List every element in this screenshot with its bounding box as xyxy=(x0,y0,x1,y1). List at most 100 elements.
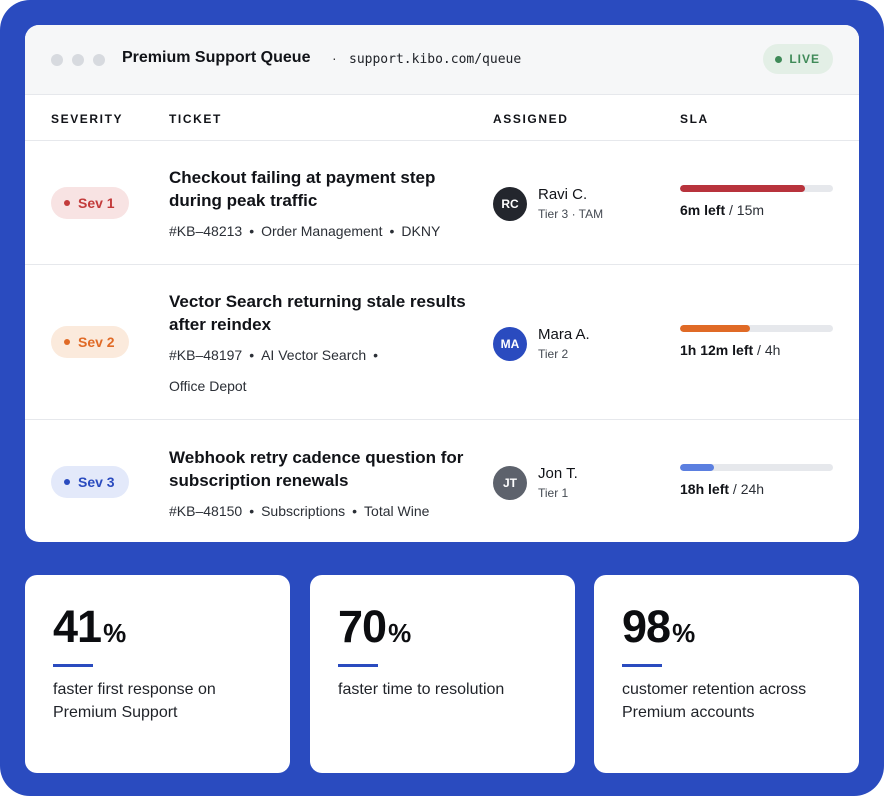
ticket-title[interactable]: Vector Search returning stale results af… xyxy=(169,292,466,334)
window-title: Premium Support Queue xyxy=(122,49,311,66)
assignee-cell[interactable]: JT Jon T. Tier 1 xyxy=(493,464,578,502)
sla-remaining: 18h left xyxy=(680,481,730,497)
ticket-id: #KB–48197 xyxy=(169,347,243,363)
ticket-title[interactable]: Webhook retry cadence question for subsc… xyxy=(169,448,464,490)
sla-progress-fill xyxy=(680,325,751,332)
stat-divider xyxy=(622,664,662,667)
live-dot-icon xyxy=(775,55,783,63)
sla-remaining: 1h 12m left xyxy=(680,342,754,358)
ticket-title[interactable]: Checkout failing at payment step during … xyxy=(169,168,436,210)
sla-cell: 6m left / 15m xyxy=(680,185,833,218)
ticket-product: Order Management xyxy=(261,223,383,239)
meta-separator: • xyxy=(352,503,358,519)
sla-total: 24h xyxy=(740,481,765,497)
assignee-cell[interactable]: MA Mara A. Tier 2 xyxy=(493,325,590,363)
stat-number: 41 xyxy=(53,601,102,652)
window-titlebar: Premium Support Queue · support.kibo.com… xyxy=(25,25,859,95)
stat-card-resolution: 70% faster time to resolution xyxy=(310,575,575,773)
ticket-customer: DKNY xyxy=(401,223,441,239)
stat-card-retention: 98% customer retention across Premium ac… xyxy=(594,575,859,773)
stat-divider xyxy=(338,664,378,667)
assignee-name: Ravi C. xyxy=(538,186,588,203)
assignee-name: Jon T. xyxy=(538,465,578,482)
ticket-cell: Vector Search returning stale results af… xyxy=(169,290,474,402)
stat-number: 70 xyxy=(338,601,387,652)
sla-remaining: 6m left xyxy=(680,202,726,218)
stat-description: customer retention across Premium accoun… xyxy=(622,681,807,721)
sla-progress-fill xyxy=(680,185,806,192)
window-close-dot[interactable] xyxy=(51,54,63,66)
avatar: RC xyxy=(493,187,527,221)
stat-description: faster time to resolution xyxy=(338,681,505,698)
sla-text: 1h 12m left / 4h xyxy=(680,342,781,358)
sla-progress-bar xyxy=(680,464,833,471)
severity-badge: Sev 2 xyxy=(51,326,129,358)
stat-description: faster first response on Premium Support xyxy=(53,681,216,721)
sla-cell: 18h left / 24h xyxy=(680,464,833,497)
severity-dot-icon xyxy=(64,200,70,206)
url-separator: · xyxy=(332,50,337,66)
ticket-customer: Office Depot xyxy=(169,378,247,394)
live-label: LIVE xyxy=(789,52,820,66)
window-maximize-dot[interactable] xyxy=(93,54,105,66)
assignee-tier: Tier 2 xyxy=(538,347,569,361)
ticket-cell: Checkout failing at payment step during … xyxy=(169,166,474,247)
live-status-badge: LIVE xyxy=(763,44,833,74)
sla-progress-bar xyxy=(680,185,833,192)
sla-total: 4h xyxy=(764,342,781,358)
stat-value: 41% xyxy=(53,601,126,653)
severity-label: Sev 2 xyxy=(78,334,115,350)
sla-text: 6m left / 15m xyxy=(680,202,765,218)
stat-unit: % xyxy=(103,618,127,648)
stat-value: 98% xyxy=(622,601,695,653)
severity-label: Sev 1 xyxy=(78,195,115,211)
severity-badge: Sev 1 xyxy=(51,187,129,219)
meta-separator: • xyxy=(373,347,379,363)
assignee-tier: Tier 3 · TAM xyxy=(538,207,604,221)
sla-total: 15m xyxy=(736,202,765,218)
avatar: JT xyxy=(493,466,527,500)
severity-label: Sev 3 xyxy=(78,474,115,490)
stat-number: 98 xyxy=(622,601,671,652)
meta-separator: • xyxy=(249,503,255,519)
stat-unit: % xyxy=(672,618,696,648)
sla-progress-fill xyxy=(680,464,714,471)
severity-badge: Sev 3 xyxy=(51,466,129,498)
table-row[interactable]: Sev 1 Checkout failing at payment step d… xyxy=(25,141,859,265)
ticket-product: Subscriptions xyxy=(261,503,346,519)
ticket-customer: Total Wine xyxy=(364,503,430,519)
sla-progress-bar xyxy=(680,325,833,332)
ticket-id: #KB–48150 xyxy=(169,503,243,519)
assignee-cell[interactable]: RC Ravi C. Tier 3 · TAM xyxy=(493,185,603,223)
sla-text: 18h left / 24h xyxy=(680,481,765,497)
severity-dot-icon xyxy=(64,339,70,345)
ticket-meta: #KB–48197 • AI Vector Search • Office Depot xyxy=(169,340,474,402)
meta-separator: • xyxy=(249,223,255,239)
table-row[interactable]: Sev 3 Webhook retry cadence question for… xyxy=(25,420,859,542)
ticket-meta: #KB–48213 • Order Management • DKNY xyxy=(169,216,474,247)
stat-divider xyxy=(53,664,93,667)
stat-unit: % xyxy=(388,618,412,648)
sla-cell: 1h 12m left / 4h xyxy=(680,325,833,358)
column-header-sla[interactable]: SLA xyxy=(680,112,709,126)
window-minimize-dot[interactable] xyxy=(72,54,84,66)
column-header-severity[interactable]: SEVERITY xyxy=(51,112,124,126)
table-row[interactable]: Sev 2 Vector Search returning stale resu… xyxy=(25,265,859,420)
column-header-ticket[interactable]: TICKET xyxy=(169,112,222,126)
ticket-cell: Webhook retry cadence question for subsc… xyxy=(169,446,474,527)
stat-value: 70% xyxy=(338,601,411,653)
ticket-id: #KB–48213 xyxy=(169,223,243,239)
stat-card-first-response: 41% faster first response on Premium Sup… xyxy=(25,575,290,773)
meta-separator: • xyxy=(389,223,395,239)
avatar: MA xyxy=(493,327,527,361)
ticket-product: AI Vector Search xyxy=(261,347,367,363)
severity-dot-icon xyxy=(64,479,70,485)
table-header: SEVERITY TICKET ASSIGNED SLA xyxy=(25,95,859,141)
column-header-assigned[interactable]: ASSIGNED xyxy=(493,112,569,126)
assignee-tier: Tier 1 xyxy=(538,486,569,500)
queue-url[interactable]: support.kibo.com/queue xyxy=(349,52,522,67)
support-queue-window: Premium Support Queue · support.kibo.com… xyxy=(25,25,859,542)
assignee-name: Mara A. xyxy=(538,326,590,343)
ticket-meta: #KB–48150 • Subscriptions • Total Wine xyxy=(169,496,474,527)
